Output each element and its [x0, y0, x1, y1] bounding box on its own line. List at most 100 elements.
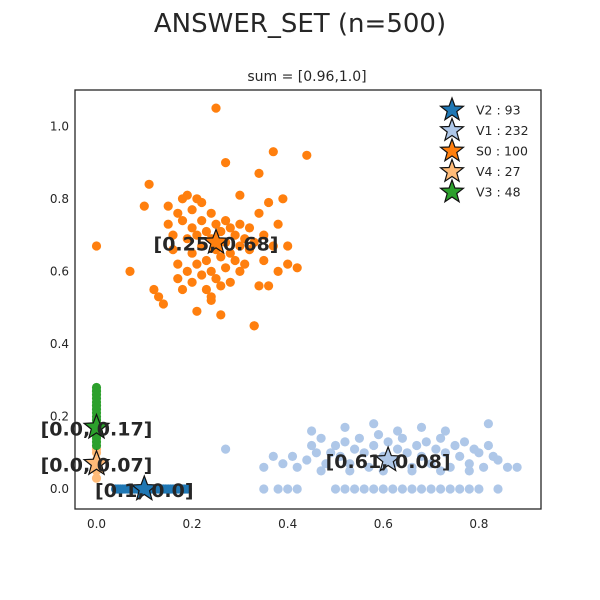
- data-point: [464, 466, 474, 476]
- data-point: [221, 158, 231, 168]
- y-tick-label: 0.2: [50, 410, 69, 424]
- data-point: [201, 284, 211, 295]
- x-tick-label: 0.6: [374, 517, 393, 531]
- data-point: [173, 274, 183, 284]
- data-point: [235, 241, 245, 251]
- data-point: [192, 306, 202, 316]
- data-point: [464, 459, 474, 469]
- y-tick-label: 0.6: [50, 264, 69, 278]
- data-point: [168, 245, 178, 255]
- axis-ticks: 0.0 0.2 0.4 0.6 0.8 0.0 0.2 0.4 0.6 0.8 1.0: [50, 119, 489, 531]
- data-point: [335, 451, 345, 461]
- data-point: [364, 462, 374, 472]
- centroid-star-icon: [201, 227, 231, 255]
- plot-area: [0.1, 0.0] [0.61, 0.08] [0.25, 0.68] [0.0, …: [41, 89, 542, 510]
- data-point: [91, 473, 102, 483]
- data-point: [182, 190, 192, 200]
- data-point: [187, 248, 197, 258]
- data-point: [264, 281, 274, 291]
- data-point: [230, 230, 240, 240]
- data-point: [211, 103, 221, 113]
- data-point: [345, 459, 355, 469]
- data-point: [163, 219, 173, 229]
- data-point: [268, 451, 278, 461]
- data-point: [307, 440, 317, 451]
- data-point: [407, 466, 417, 476]
- centroid-star-icon: [130, 474, 159, 501]
- legend-entry: S0 : 100: [476, 144, 528, 159]
- data-point: [254, 168, 264, 178]
- legend-entry: V4 : 27: [476, 164, 521, 179]
- data-point: [268, 241, 278, 251]
- data-point: [273, 219, 283, 229]
- data-point: [254, 208, 264, 218]
- data-point: [182, 266, 192, 276]
- plot-frame: [74, 89, 542, 510]
- data-point: [445, 462, 455, 472]
- data-point: [206, 208, 216, 218]
- data-point: [283, 259, 293, 269]
- data-point: [197, 197, 207, 208]
- data-point: [330, 484, 341, 494]
- data-point: [240, 234, 250, 244]
- data-point: [321, 459, 331, 469]
- legend-star-icon: [438, 116, 466, 142]
- legend-entry: V2 : 93: [476, 103, 521, 118]
- data-point: [173, 259, 183, 269]
- data-point: [479, 462, 489, 472]
- legend: V2 : 93 V1 : 232 S0 : 100 V4 : 27 V3 : 48: [438, 96, 529, 204]
- data-point: [168, 230, 178, 240]
- x-tick-label: 0.2: [183, 517, 202, 531]
- data-point: [402, 448, 412, 458]
- data-point: [359, 448, 369, 458]
- data-point: [149, 284, 159, 295]
- data-point: [283, 241, 293, 251]
- data-point: [158, 299, 168, 309]
- data-point: [182, 234, 192, 244]
- chart-title: ANSWER_SET (n=500): [154, 9, 446, 39]
- data-point: [216, 252, 226, 262]
- data-point: [139, 201, 149, 211]
- data-point: [283, 484, 293, 494]
- data-point: [483, 440, 493, 451]
- x-tick-label: 0.8: [469, 517, 488, 531]
- chart-subtitle: sum = [0.96,1.0]: [247, 69, 366, 85]
- data-point: [177, 216, 188, 226]
- data-point: [440, 448, 450, 458]
- data-point: [474, 448, 484, 458]
- data-point: [378, 484, 388, 494]
- data-point: [330, 440, 341, 451]
- data-point: [201, 255, 211, 266]
- data-point: [407, 484, 417, 494]
- x-tick-label: 0.4: [278, 517, 297, 531]
- data-point: [345, 466, 355, 476]
- data-point: [216, 281, 226, 291]
- data-point: [91, 241, 102, 251]
- data-points: [82, 103, 522, 501]
- data-point: [416, 484, 427, 494]
- data-point: [240, 259, 250, 269]
- data-point: [197, 216, 207, 226]
- data-point: [350, 484, 360, 494]
- data-point: [125, 266, 135, 276]
- data-point: [273, 266, 283, 276]
- data-point: [416, 451, 427, 461]
- data-point: [211, 274, 221, 284]
- data-point: [173, 208, 183, 218]
- data-point: [302, 150, 312, 160]
- data-point: [393, 426, 403, 436]
- data-point: [426, 459, 436, 469]
- data-point: [254, 281, 264, 291]
- x-tick-label: 0.0: [87, 517, 106, 531]
- legend-star-icon: [438, 157, 466, 183]
- data-point: [163, 201, 173, 211]
- data-point: [201, 226, 211, 237]
- data-point: [436, 466, 446, 476]
- data-point: [216, 310, 226, 320]
- data-point: [259, 462, 269, 472]
- centroid-label: [0.0, 0.17]: [41, 418, 153, 440]
- data-point: [474, 484, 484, 494]
- series-1-points: [221, 419, 522, 494]
- y-tick-label: 0.0: [50, 482, 69, 496]
- data-point: [225, 277, 235, 287]
